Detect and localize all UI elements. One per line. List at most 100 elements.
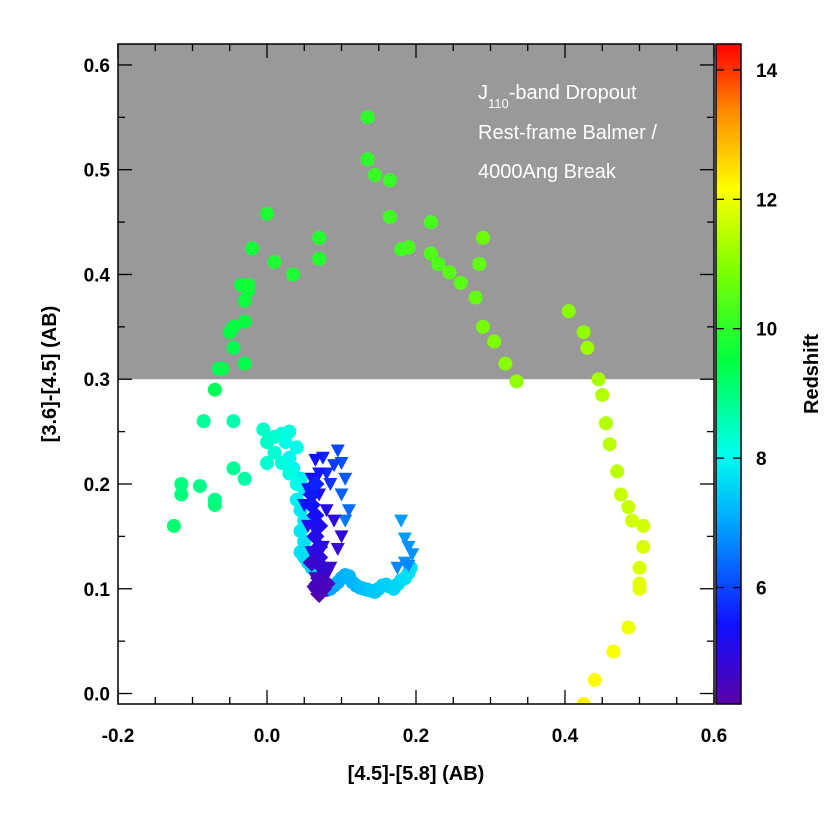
- colorbar-tick-label: 10: [756, 320, 777, 341]
- data-point-circle: [286, 267, 301, 282]
- data-point-circle: [595, 387, 610, 402]
- data-point-circle: [598, 416, 613, 431]
- data-point-circle: [636, 518, 651, 533]
- annotation-line-2: Rest-frame Balmer /: [478, 122, 657, 144]
- data-point-circle: [226, 319, 241, 334]
- x-tick-label: 0.0: [254, 726, 280, 747]
- data-point-circle: [591, 372, 606, 387]
- data-point-circle: [498, 356, 513, 371]
- colorbar-tick-label: 14: [756, 61, 778, 82]
- data-point-circle: [166, 518, 181, 533]
- data-point-circle: [632, 576, 647, 591]
- data-point-circle: [472, 257, 487, 271]
- data-point-circle: [468, 290, 483, 305]
- data-point-circle: [632, 560, 647, 575]
- data-point-circle: [282, 424, 297, 439]
- data-point-circle: [476, 319, 491, 334]
- data-point-triangle-down: [308, 453, 323, 467]
- data-point-circle: [289, 440, 304, 455]
- data-point-circle: [207, 382, 222, 397]
- data-point-circle: [237, 356, 252, 371]
- colorbar-tick-label: 8: [756, 449, 767, 470]
- data-point-triangle-down: [334, 530, 349, 544]
- data-point-triangle-down: [312, 467, 327, 481]
- data-point-diamond: [317, 574, 336, 593]
- data-point-circle: [423, 215, 438, 230]
- data-point-circle: [431, 257, 446, 271]
- data-point-triangle-down: [401, 540, 416, 554]
- scatter-markers: [166, 110, 651, 704]
- data-point-circle: [476, 230, 491, 245]
- data-point-triangle-down: [319, 504, 334, 518]
- data-point-circle: [207, 497, 222, 512]
- y-tick-label: 0.3: [84, 370, 110, 391]
- data-point-circle: [237, 471, 252, 486]
- colorbar-tick-label: 6: [756, 579, 767, 600]
- data-point-circle: [368, 167, 383, 182]
- data-point-circle: [606, 644, 621, 659]
- data-point-diamond: [306, 506, 325, 525]
- data-point-diamond: [302, 553, 321, 572]
- data-point-circle: [196, 414, 211, 429]
- data-point-circle: [267, 445, 282, 460]
- data-point-circle: [260, 206, 274, 221]
- data-point-diamond: [302, 495, 321, 514]
- data-point-circle: [636, 539, 651, 554]
- colorbar-ticks: 6 8 10 12 14: [716, 61, 778, 600]
- data-point-circle: [260, 456, 274, 471]
- data-point-circle: [226, 340, 241, 355]
- data-point-circle: [625, 513, 640, 528]
- data-point-triangle-down: [300, 519, 315, 533]
- data-point-circle: [576, 697, 591, 704]
- annotation-j: J: [478, 82, 488, 104]
- data-point-triangle-down: [338, 514, 353, 528]
- data-point-circle: [174, 487, 189, 502]
- data-point-circle: [245, 241, 260, 256]
- annotation-band-dropout: -band Dropout: [509, 82, 637, 104]
- data-point-triangle-down: [405, 548, 420, 562]
- data-point-circle: [442, 265, 457, 280]
- data-point-circle: [274, 456, 289, 471]
- data-point-circle: [260, 435, 274, 450]
- x-tick-label: 0.6: [701, 726, 727, 747]
- data-point-circle: [215, 361, 230, 376]
- annotation-line-3: 4000Ang Break: [478, 161, 617, 183]
- data-point-circle: [602, 437, 617, 452]
- y-tick-label: 0.2: [84, 475, 110, 496]
- data-point-circle: [174, 477, 189, 491]
- data-point-circle: [282, 466, 297, 481]
- x-axis-ticks: -0.2 0.0 0.2 0.4 0.6: [102, 44, 727, 747]
- data-point-circle: [226, 461, 241, 476]
- data-point-triangle-down: [341, 504, 356, 518]
- colorbar-tick-label: 12: [756, 190, 777, 211]
- data-point-circle: [360, 110, 375, 125]
- data-point-triangle-down: [323, 478, 338, 491]
- data-point-circle: [360, 152, 375, 167]
- data-point-circle: [453, 275, 468, 290]
- data-point-circle: [621, 500, 636, 515]
- data-point-circle: [192, 479, 207, 494]
- data-point-triangle-down: [394, 514, 409, 528]
- data-point-circle: [509, 374, 524, 389]
- data-point-triangle-down: [390, 561, 405, 575]
- y-tick-label: 0.4: [84, 265, 111, 286]
- data-point-circle: [401, 240, 416, 255]
- data-point-circle: [382, 209, 397, 224]
- data-point-circle: [312, 230, 327, 245]
- data-point-triangle-down: [327, 459, 342, 473]
- data-point-circle: [289, 477, 304, 491]
- x-tick-label: 0.4: [552, 726, 579, 747]
- y-tick-label: 0.0: [84, 685, 110, 706]
- y-tick-label: 0.1: [84, 580, 111, 601]
- data-point-circle: [237, 314, 252, 329]
- data-point-circle: [587, 672, 602, 687]
- y-axis-ticks: 0.0 0.1 0.2 0.3 0.4 0.5 0.6: [84, 56, 714, 706]
- data-point-triangle-down: [397, 532, 412, 546]
- data-point-triangle-down: [338, 472, 353, 486]
- data-point-diamond: [306, 475, 325, 493]
- annotation-subscript: 110: [488, 96, 509, 111]
- y-tick-label: 0.6: [84, 56, 110, 77]
- data-point-circle: [561, 304, 576, 319]
- x-tick-label: 0.2: [403, 726, 429, 747]
